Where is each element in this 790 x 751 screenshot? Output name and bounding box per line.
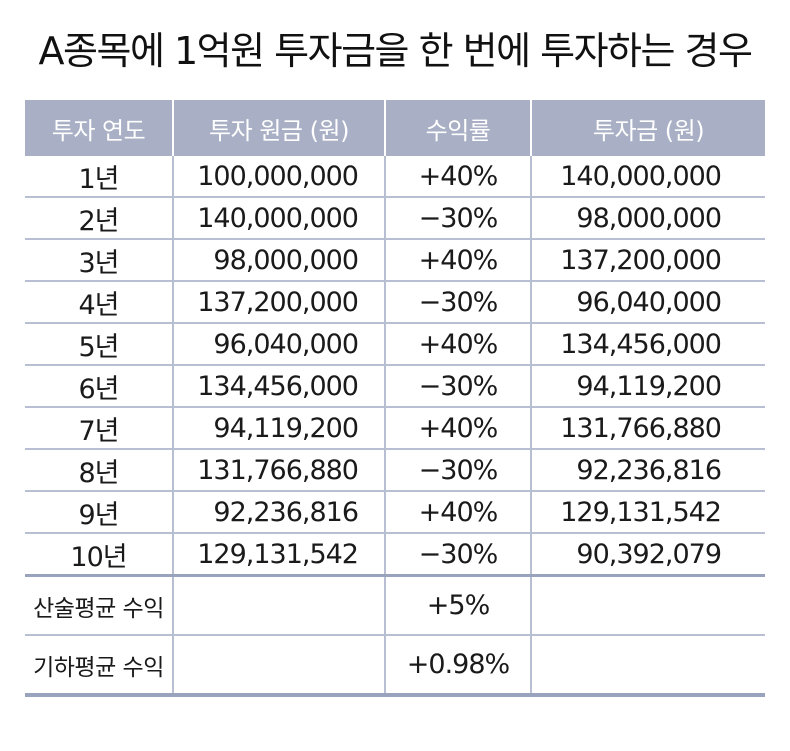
year-cell: 3년 xyxy=(25,239,173,282)
principal-cell: 129,131,542 xyxy=(172,533,385,577)
year-cell: 7년 xyxy=(25,407,173,450)
table-row: 10년 129,131,542 −30% 90,392,079 xyxy=(25,533,765,577)
year-cell: 2년 xyxy=(25,197,173,240)
return-rate-cell: +40% xyxy=(384,239,531,282)
amount-cell: 131,766,880 xyxy=(530,407,765,450)
amount-cell: 98,000,000 xyxy=(530,197,765,240)
amount-cell: 94,119,200 xyxy=(530,365,765,408)
investment-table: 투자 연도 투자 원금 (원) 수익률 투자금 (원) 1년 100,000,0… xyxy=(25,100,765,697)
return-rate-cell: +40% xyxy=(384,491,531,534)
empty-cell xyxy=(172,575,385,636)
summary-label: 기하평균 수익 xyxy=(25,635,173,697)
return-rate-cell: −30% xyxy=(384,197,531,240)
return-rate-cell: +40% xyxy=(384,323,531,366)
header-principal: 투자 원금 (원) xyxy=(172,100,385,156)
header-amount: 투자금 (원) xyxy=(530,100,765,156)
table-row: 4년 137,200,000 −30% 96,040,000 xyxy=(25,281,765,324)
principal-cell: 92,236,816 xyxy=(172,491,385,534)
principal-cell: 98,000,000 xyxy=(172,239,385,282)
table-header: 투자 연도 투자 원금 (원) 수익률 투자금 (원) xyxy=(25,100,765,156)
header-year: 투자 연도 xyxy=(25,100,173,156)
summary-label: 산술평균 수익 xyxy=(25,575,173,636)
empty-cell xyxy=(172,635,385,697)
year-cell: 8년 xyxy=(25,449,173,492)
table-row: 6년 134,456,000 −30% 94,119,200 xyxy=(25,365,765,408)
summary-value: +5% xyxy=(384,575,531,636)
page-title: A종목에 1억원 투자금을 한 번에 투자하는 경우 xyxy=(38,29,753,73)
principal-cell: 131,766,880 xyxy=(172,449,385,492)
table-row: 2년 140,000,000 −30% 98,000,000 xyxy=(25,197,765,240)
table-body: 1년 100,000,000 +40% 140,000,000 2년 140,0… xyxy=(25,156,765,697)
table-row: 3년 98,000,000 +40% 137,200,000 xyxy=(25,239,765,282)
amount-cell: 90,392,079 xyxy=(530,533,765,577)
empty-cell xyxy=(530,575,765,636)
table-row: 5년 96,040,000 +40% 134,456,000 xyxy=(25,323,765,366)
year-cell: 9년 xyxy=(25,491,173,534)
principal-cell: 100,000,000 xyxy=(172,156,385,198)
table-row: 7년 94,119,200 +40% 131,766,880 xyxy=(25,407,765,450)
amount-cell: 134,456,000 xyxy=(530,323,765,366)
summary-value: +0.98% xyxy=(384,635,531,697)
principal-cell: 137,200,000 xyxy=(172,281,385,324)
return-rate-cell: −30% xyxy=(384,365,531,408)
return-rate-cell: −30% xyxy=(384,281,531,324)
principal-cell: 140,000,000 xyxy=(172,197,385,240)
arithmetic-mean-row: 산술평균 수익 +5% xyxy=(25,575,765,636)
year-cell: 5년 xyxy=(25,323,173,366)
year-cell: 10년 xyxy=(25,533,173,577)
amount-cell: 92,236,816 xyxy=(530,449,765,492)
table-row: 8년 131,766,880 −30% 92,236,816 xyxy=(25,449,765,492)
empty-cell xyxy=(530,635,765,697)
geometric-mean-row: 기하평균 수익 +0.98% xyxy=(25,635,765,697)
year-cell: 4년 xyxy=(25,281,173,324)
amount-cell: 129,131,542 xyxy=(530,491,765,534)
header-return-rate: 수익률 xyxy=(384,100,531,156)
return-rate-cell: +40% xyxy=(384,156,531,198)
amount-cell: 96,040,000 xyxy=(530,281,765,324)
table-row: 9년 92,236,816 +40% 129,131,542 xyxy=(25,491,765,534)
year-cell: 1년 xyxy=(25,156,173,198)
principal-cell: 134,456,000 xyxy=(172,365,385,408)
principal-cell: 96,040,000 xyxy=(172,323,385,366)
return-rate-cell: −30% xyxy=(384,533,531,577)
amount-cell: 140,000,000 xyxy=(530,156,765,198)
header-row: 투자 연도 투자 원금 (원) 수익률 투자금 (원) xyxy=(25,100,765,156)
return-rate-cell: −30% xyxy=(384,449,531,492)
principal-cell: 94,119,200 xyxy=(172,407,385,450)
year-cell: 6년 xyxy=(25,365,173,408)
table-row: 1년 100,000,000 +40% 140,000,000 xyxy=(25,156,765,198)
amount-cell: 137,200,000 xyxy=(530,239,765,282)
return-rate-cell: +40% xyxy=(384,407,531,450)
